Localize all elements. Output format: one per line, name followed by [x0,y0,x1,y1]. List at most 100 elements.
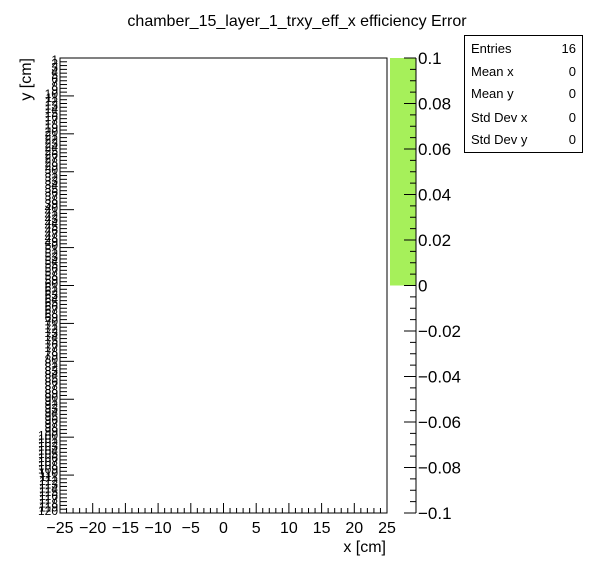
y-axis: 1234567891011121314151617181920212223242… [38,53,74,518]
y-tick-label: 120 [38,504,58,518]
y-tick-label: 56 [45,261,59,275]
z-tick-label: 0.08 [418,95,451,114]
y-tick-label: 98 [45,421,59,435]
x-tick-label: −5 [182,520,200,537]
y-tick-label: 76 [45,337,59,351]
y-tick-label: 44 [45,216,59,230]
y-tick-label: 9 [51,83,58,97]
y-tick-label: 73 [45,326,59,340]
y-tick-label: 31 [45,167,59,181]
z-tick-label: 0 [418,277,427,296]
y-tick-label: 104 [38,443,58,457]
chart-title: chamber_15_layer_1_trxy_eff_x efficiency… [127,13,467,30]
y-tick-label: 106 [38,451,58,465]
stats-label: Entries [471,41,512,56]
y-tick-label: 11 [46,91,59,105]
y-tick-label: 118 [39,497,58,511]
y-tick-label: 63 [45,288,59,302]
y-tick-label: 95 [45,409,59,423]
y-tick-label: 87 [45,379,59,393]
y-tick-label: 112 [39,474,58,488]
y-tick-label: 25 [45,144,59,158]
y-tick-label: 21 [45,129,59,143]
y-tick-label: 58 [45,269,59,283]
y-tick-label: 85 [45,371,59,385]
stats-value: 16 [561,41,576,56]
y-tick-label: 111 [40,470,59,484]
y-tick-label: 91 [45,394,59,408]
y-tick-label: 62 [45,284,59,298]
y-tick-label: 52 [45,246,59,260]
y-tick-label: 42 [45,208,59,222]
y-tick-label: 119 [39,500,58,514]
y-tick-label: 94 [45,406,59,420]
stats-label: Mean y [471,86,514,101]
z-tick-label: 0.06 [418,140,451,159]
x-tick-label: 5 [252,520,261,537]
y-tick-label: 34 [45,178,59,192]
y-tick-label: 74 [45,330,59,344]
y-tick-label: 88 [45,383,59,397]
stats-value: 0 [568,132,576,147]
y-tick-label: 35 [45,182,59,196]
y-tick-label: 79 [45,349,59,363]
y-tick-label: 75 [45,333,59,347]
stats-value: 0 [568,64,576,79]
y-tick-label: 20 [45,125,59,139]
y-tick-label: 48 [45,231,59,245]
y-tick-label: 109 [38,462,58,476]
z-tick-label: −0.08 [418,459,461,478]
y-tick-label: 55 [45,258,59,272]
y-tick-label: 81 [45,356,59,370]
y-tick-label: 68 [45,307,59,321]
stats-row-std-dev-x: Std Dev x 0 [471,110,576,130]
z-tick-label: −0.1 [418,504,452,523]
y-tick-label: 92 [45,398,59,412]
y-tick-label: 60 [45,277,59,291]
y-tick-label: 115 [39,485,58,499]
y-tick-label: 5 [51,68,58,82]
y-tick-label: 23 [45,136,59,150]
x-tick-label: 20 [345,520,363,537]
x-axis: −25 −20 −15 −10 −5 0 5 10 15 20 25 [46,503,396,537]
y-tick-label: 36 [45,186,59,200]
y-tick-label: 38 [45,193,59,207]
y-tick-label: 105 [38,447,58,461]
y-tick-label: 40 [45,201,59,215]
y-tick-label: 54 [45,254,59,268]
y-tick-label: 71 [45,318,59,332]
x-tick-label: −25 [46,520,73,537]
y-tick-label: 30 [45,163,59,177]
y-tick-label: 96 [45,413,59,427]
y-tick-label: 82 [45,360,59,374]
y-tick-label: 107 [38,455,58,469]
y-tick-label: 50 [45,239,59,253]
z-tick-label: −0.02 [418,322,461,341]
y-tick-label: 1 [51,53,58,67]
stats-value: 0 [568,86,576,101]
z-tick-label: −0.06 [418,413,461,432]
y-tick-label: 16 [45,110,59,124]
y-tick-label: 64 [45,292,59,306]
y-tick-label: 15 [45,106,59,120]
z-tick-label: 0.02 [418,231,451,250]
y-tick-label: 93 [45,402,59,416]
y-tick-label: 4 [51,64,58,78]
y-tick-label: 47 [45,227,59,241]
y-tick-label: 39 [45,197,59,211]
y-tick-label: 18 [45,117,59,131]
y-tick-label: 110 [39,466,58,480]
x-tick-label: −15 [112,520,139,537]
stats-row-std-dev-y: Std Dev y 0 [471,132,576,152]
y-tick-label: 43 [45,212,59,226]
y-tick-label: 72 [45,322,59,336]
x-tick-label: 15 [313,520,331,537]
y-tick-label: 70 [45,315,59,329]
z-tick-label: −0.04 [418,368,461,387]
y-tick-label: 41 [45,205,59,219]
y-tick-label: 51 [45,242,59,256]
y-tick-label: 99 [45,424,59,438]
y-tick-label: 45 [45,220,59,234]
